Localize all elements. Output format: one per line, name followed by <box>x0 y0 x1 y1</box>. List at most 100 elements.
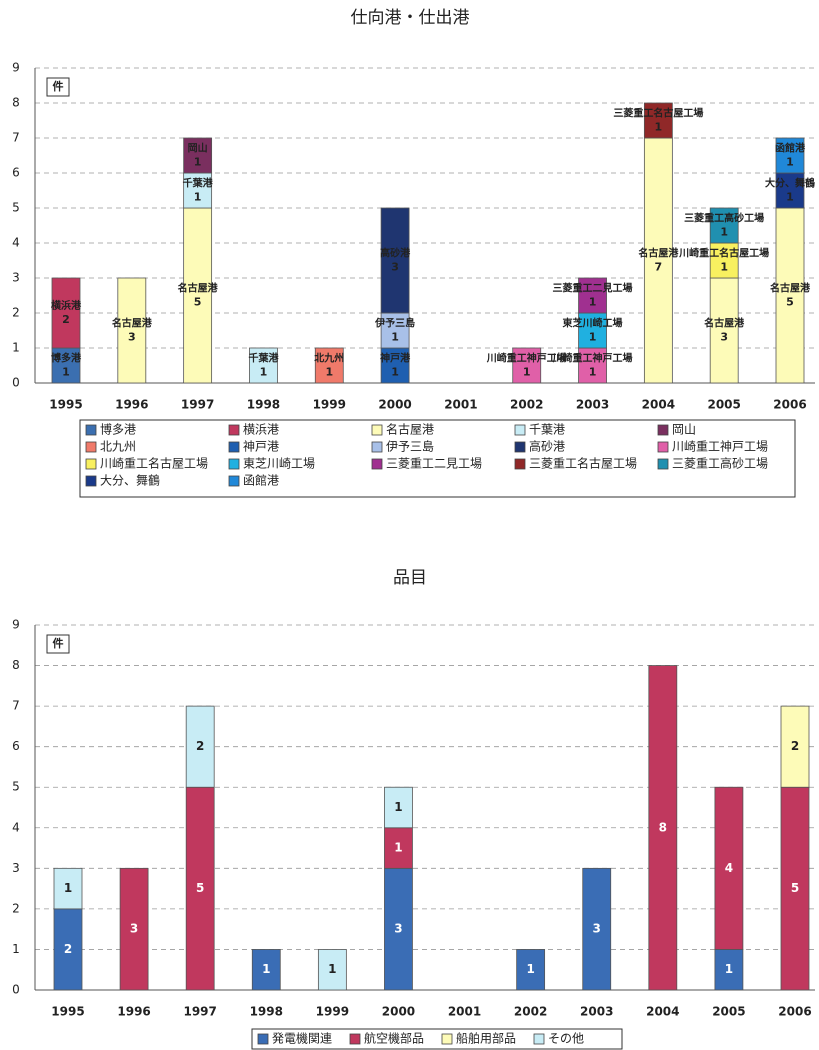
legend-swatch <box>85 475 97 487</box>
legend-label: 発電機関連 <box>272 1031 332 1046</box>
data-label: 1 <box>194 156 202 169</box>
data-label: 1 <box>262 962 270 976</box>
x-tick-label: 1995 <box>49 398 82 412</box>
bar-segment <box>384 867 413 991</box>
data-label: 1 <box>391 366 399 379</box>
x-tick-label: 2006 <box>773 398 806 412</box>
y-tick-label: 2 <box>12 306 20 320</box>
y-tick-label: 6 <box>12 166 20 180</box>
data-label-name: 博多港 <box>51 352 82 365</box>
data-label: 5 <box>791 881 799 895</box>
data-label: 7 <box>655 261 663 274</box>
bar-segment <box>643 102 673 139</box>
x-tick-label: 2004 <box>642 398 675 412</box>
x-tick-label: 1995 <box>51 1005 84 1019</box>
legend-label: 博多港 <box>100 422 136 437</box>
legend-label: 千葉港 <box>529 423 565 437</box>
legend-label: 名古屋港 <box>386 422 434 437</box>
data-label: 1 <box>391 331 399 344</box>
bar-segment <box>380 312 410 349</box>
bar-segment <box>314 347 344 384</box>
y-tick-label: 0 <box>12 983 20 997</box>
y-tick-label: 8 <box>12 658 20 672</box>
data-label: 1 <box>328 962 336 976</box>
legend-swatch <box>371 441 383 453</box>
legend-label: 岡山 <box>672 423 696 437</box>
legend-label: 神戸港 <box>243 440 279 454</box>
data-label-name: 函館港 <box>775 142 806 155</box>
x-tick-label: 1997 <box>181 398 214 412</box>
legend-label: 川崎重工神戸工場 <box>672 440 768 454</box>
data-label: 3 <box>391 261 399 274</box>
x-tick-label: 1998 <box>247 398 280 412</box>
y-tick-label: 2 <box>12 901 20 915</box>
data-label: 3 <box>130 922 138 936</box>
legend-box <box>251 1028 623 1050</box>
data-label-name: 三菱重工名古屋工場 <box>613 107 703 120</box>
data-label: 1 <box>194 191 202 204</box>
data-label: 1 <box>526 962 534 976</box>
x-tick-label: 2004 <box>646 1005 679 1019</box>
x-tick-label: 2002 <box>510 398 543 412</box>
y-tick-label: 4 <box>12 236 20 250</box>
legend-swatch <box>228 458 240 470</box>
unit-box <box>46 634 70 654</box>
y-tick-label: 7 <box>12 699 20 713</box>
data-label: 1 <box>720 226 728 239</box>
bar-segment <box>775 207 805 384</box>
data-label-name: 川崎重工神戸工場 <box>486 352 567 365</box>
legend-label: 大分、舞鶴 <box>100 473 160 488</box>
data-label: 2 <box>791 739 799 753</box>
data-label: 4 <box>725 861 733 875</box>
chart-title: 品目 <box>393 568 427 588</box>
legend-swatch <box>657 441 669 453</box>
legend-swatch <box>228 424 240 436</box>
bar-segment <box>512 347 542 384</box>
bar-segment <box>709 242 739 279</box>
legend-label: 伊予三島 <box>386 439 434 454</box>
data-label-name: 岡山 <box>188 142 208 155</box>
data-label-name: 名古屋港 <box>178 282 219 295</box>
data-label: 1 <box>589 296 597 309</box>
data-label: 1 <box>394 800 402 814</box>
bar-segment <box>317 949 347 991</box>
data-label-name: 伊予三島 <box>374 317 415 330</box>
bar-segment <box>380 207 410 314</box>
y-tick-label: 0 <box>12 376 20 390</box>
legend-label: 航空機部品 <box>364 1031 424 1046</box>
data-label: 3 <box>128 331 136 344</box>
data-label: 3 <box>593 922 601 936</box>
data-label: 2 <box>64 942 72 956</box>
data-label-name: 北九州 <box>314 352 344 365</box>
x-tick-label: 2002 <box>514 1005 547 1019</box>
legend-swatch <box>514 441 526 453</box>
data-label-name: 川崎重工神戸工場 <box>552 352 633 365</box>
data-label-name: 名古屋港 <box>638 247 679 260</box>
y-tick-label: 9 <box>12 618 20 632</box>
y-tick-label: 5 <box>12 201 20 215</box>
data-label-name: 名古屋港 <box>770 282 811 295</box>
legend-swatch <box>85 424 97 436</box>
legend-swatch <box>371 458 383 470</box>
data-label: 1 <box>325 366 333 379</box>
x-tick-label: 2006 <box>778 1005 811 1019</box>
x-tick-label: 1996 <box>117 1005 150 1019</box>
legend-swatch <box>228 475 240 487</box>
y-tick-label: 9 <box>12 61 20 75</box>
bar-segment <box>775 172 805 209</box>
x-tick-label: 2000 <box>382 1005 415 1019</box>
x-tick-label: 1999 <box>316 1005 349 1019</box>
x-tick-label: 2000 <box>378 398 411 412</box>
bar-segment <box>251 949 281 991</box>
data-label: 1 <box>720 261 728 274</box>
x-tick-label: 2005 <box>707 398 740 412</box>
data-label: 8 <box>659 820 667 834</box>
bar-segment <box>582 867 612 991</box>
bar-segment <box>516 949 546 991</box>
bar-segment <box>183 207 213 384</box>
legend-swatch <box>657 424 669 436</box>
legend-label: 函館港 <box>243 473 279 488</box>
x-tick-label: 2001 <box>444 398 477 412</box>
y-tick-label: 1 <box>12 341 20 355</box>
data-label: 1 <box>394 841 402 855</box>
